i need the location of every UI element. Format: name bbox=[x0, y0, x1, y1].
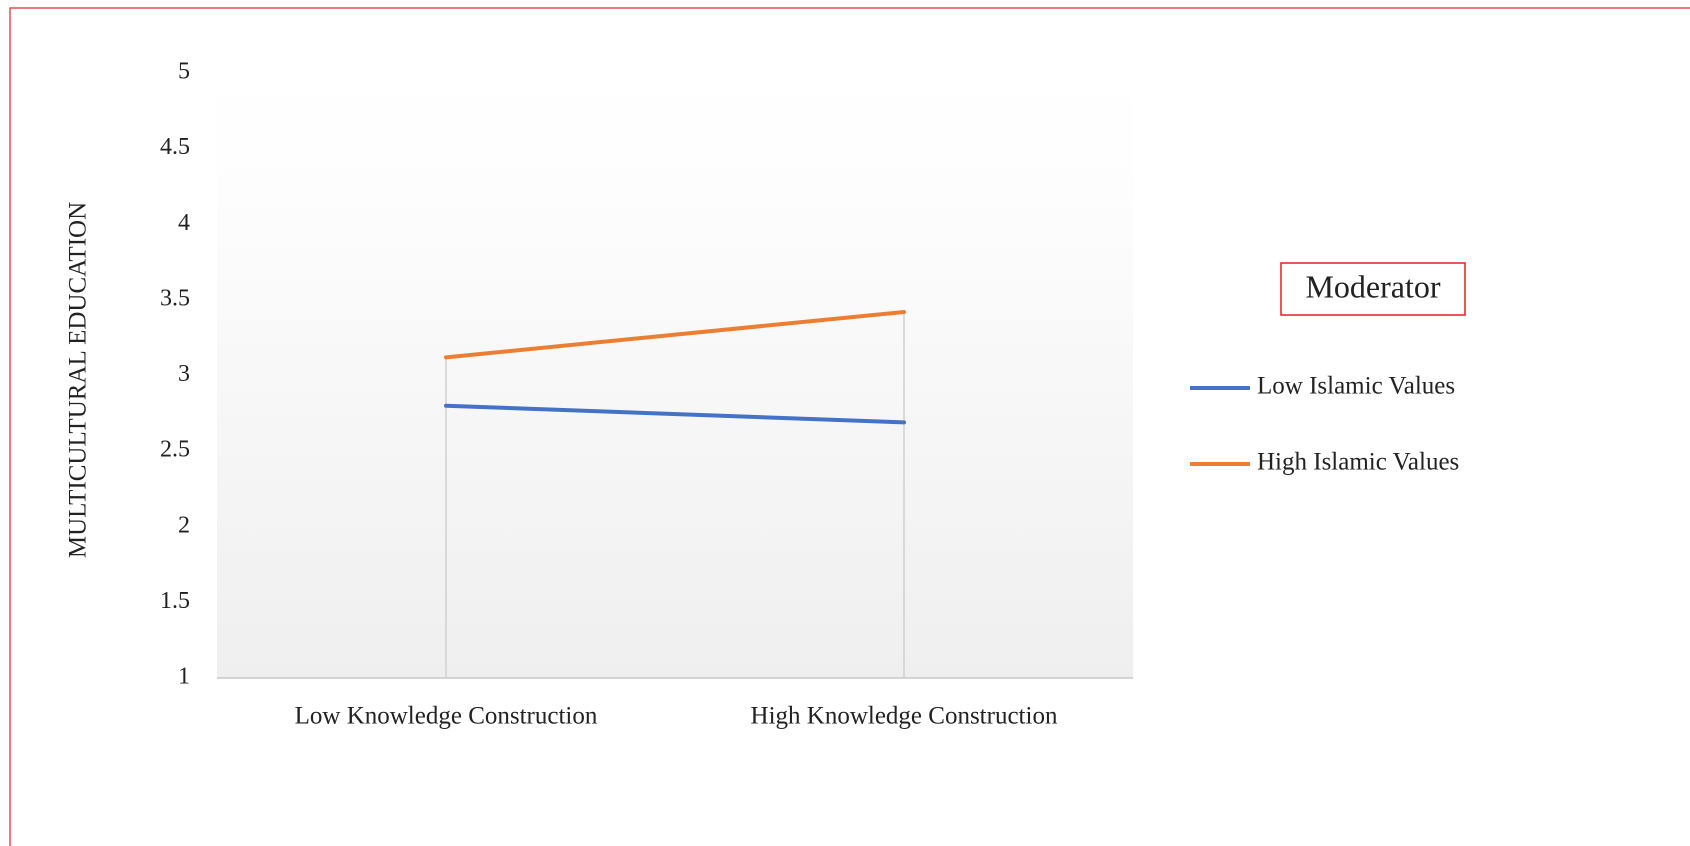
legend-label: High Islamic Values bbox=[1257, 449, 1459, 476]
legend-label: Low Islamic Values bbox=[1257, 373, 1455, 400]
y-tick-label: 3.5 bbox=[160, 285, 190, 311]
frame bbox=[9, 7, 1690, 846]
series-line bbox=[444, 309, 906, 360]
y-tick-label: 4 bbox=[178, 210, 190, 236]
plot-area bbox=[217, 73, 1133, 678]
x-tick-label: Low Knowledge Construction bbox=[295, 703, 598, 730]
y-tick-label: 3 bbox=[178, 361, 190, 387]
y-tick-label: 4.5 bbox=[160, 134, 190, 160]
legend-title-box bbox=[1280, 262, 1466, 316]
y-tick-label: 5 bbox=[178, 59, 190, 85]
legend-title: Moderator bbox=[1305, 268, 1440, 304]
y-axis-title: MULTICULTURAL EDUCATION bbox=[65, 202, 92, 558]
x-tick-label: High Knowledge Construction bbox=[751, 703, 1058, 730]
y-tick-label: 2 bbox=[178, 512, 190, 538]
y-tick-label: 2.5 bbox=[160, 437, 190, 463]
y-tick-label: 1 bbox=[178, 664, 190, 690]
series-line bbox=[444, 403, 906, 425]
y-tick-label: 1.5 bbox=[160, 588, 190, 614]
